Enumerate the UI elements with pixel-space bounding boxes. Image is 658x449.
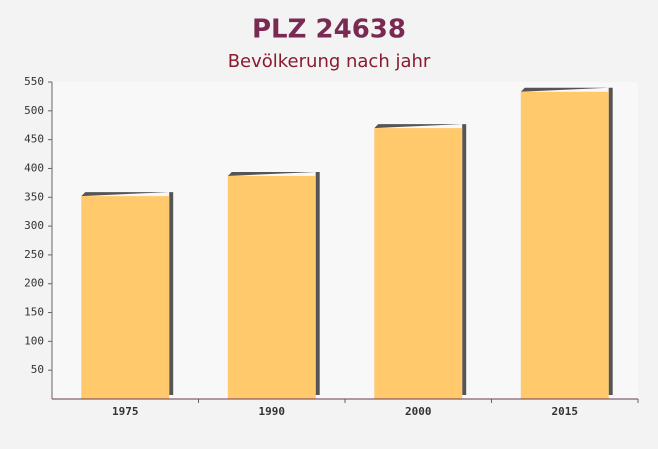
x-tick-label: 1975 — [112, 405, 139, 418]
bar — [227, 175, 316, 399]
chart-title: PLZ 24638 — [252, 15, 406, 45]
y-tick-label: 50 — [31, 363, 44, 376]
y-tick-label: 200 — [24, 277, 44, 290]
y-tick-label: 100 — [24, 334, 44, 347]
y-tick-label: 300 — [24, 219, 44, 232]
y-tick-label: 400 — [24, 161, 44, 174]
x-tick-label: 2000 — [405, 405, 432, 418]
y-tick-label: 550 — [24, 75, 44, 88]
y-tick-label: 350 — [24, 190, 44, 203]
bar — [374, 128, 463, 400]
y-tick-label: 500 — [24, 104, 44, 117]
y-tick-label: 250 — [24, 248, 44, 261]
y-tick-label: 150 — [24, 306, 44, 319]
x-tick-label: 1990 — [259, 405, 286, 418]
chart-subtitle: Bevölkerung nach jahr — [228, 51, 431, 72]
bar — [81, 196, 170, 399]
bar — [520, 91, 609, 399]
x-tick-label: 2015 — [552, 405, 579, 418]
y-tick-label: 450 — [24, 133, 44, 146]
